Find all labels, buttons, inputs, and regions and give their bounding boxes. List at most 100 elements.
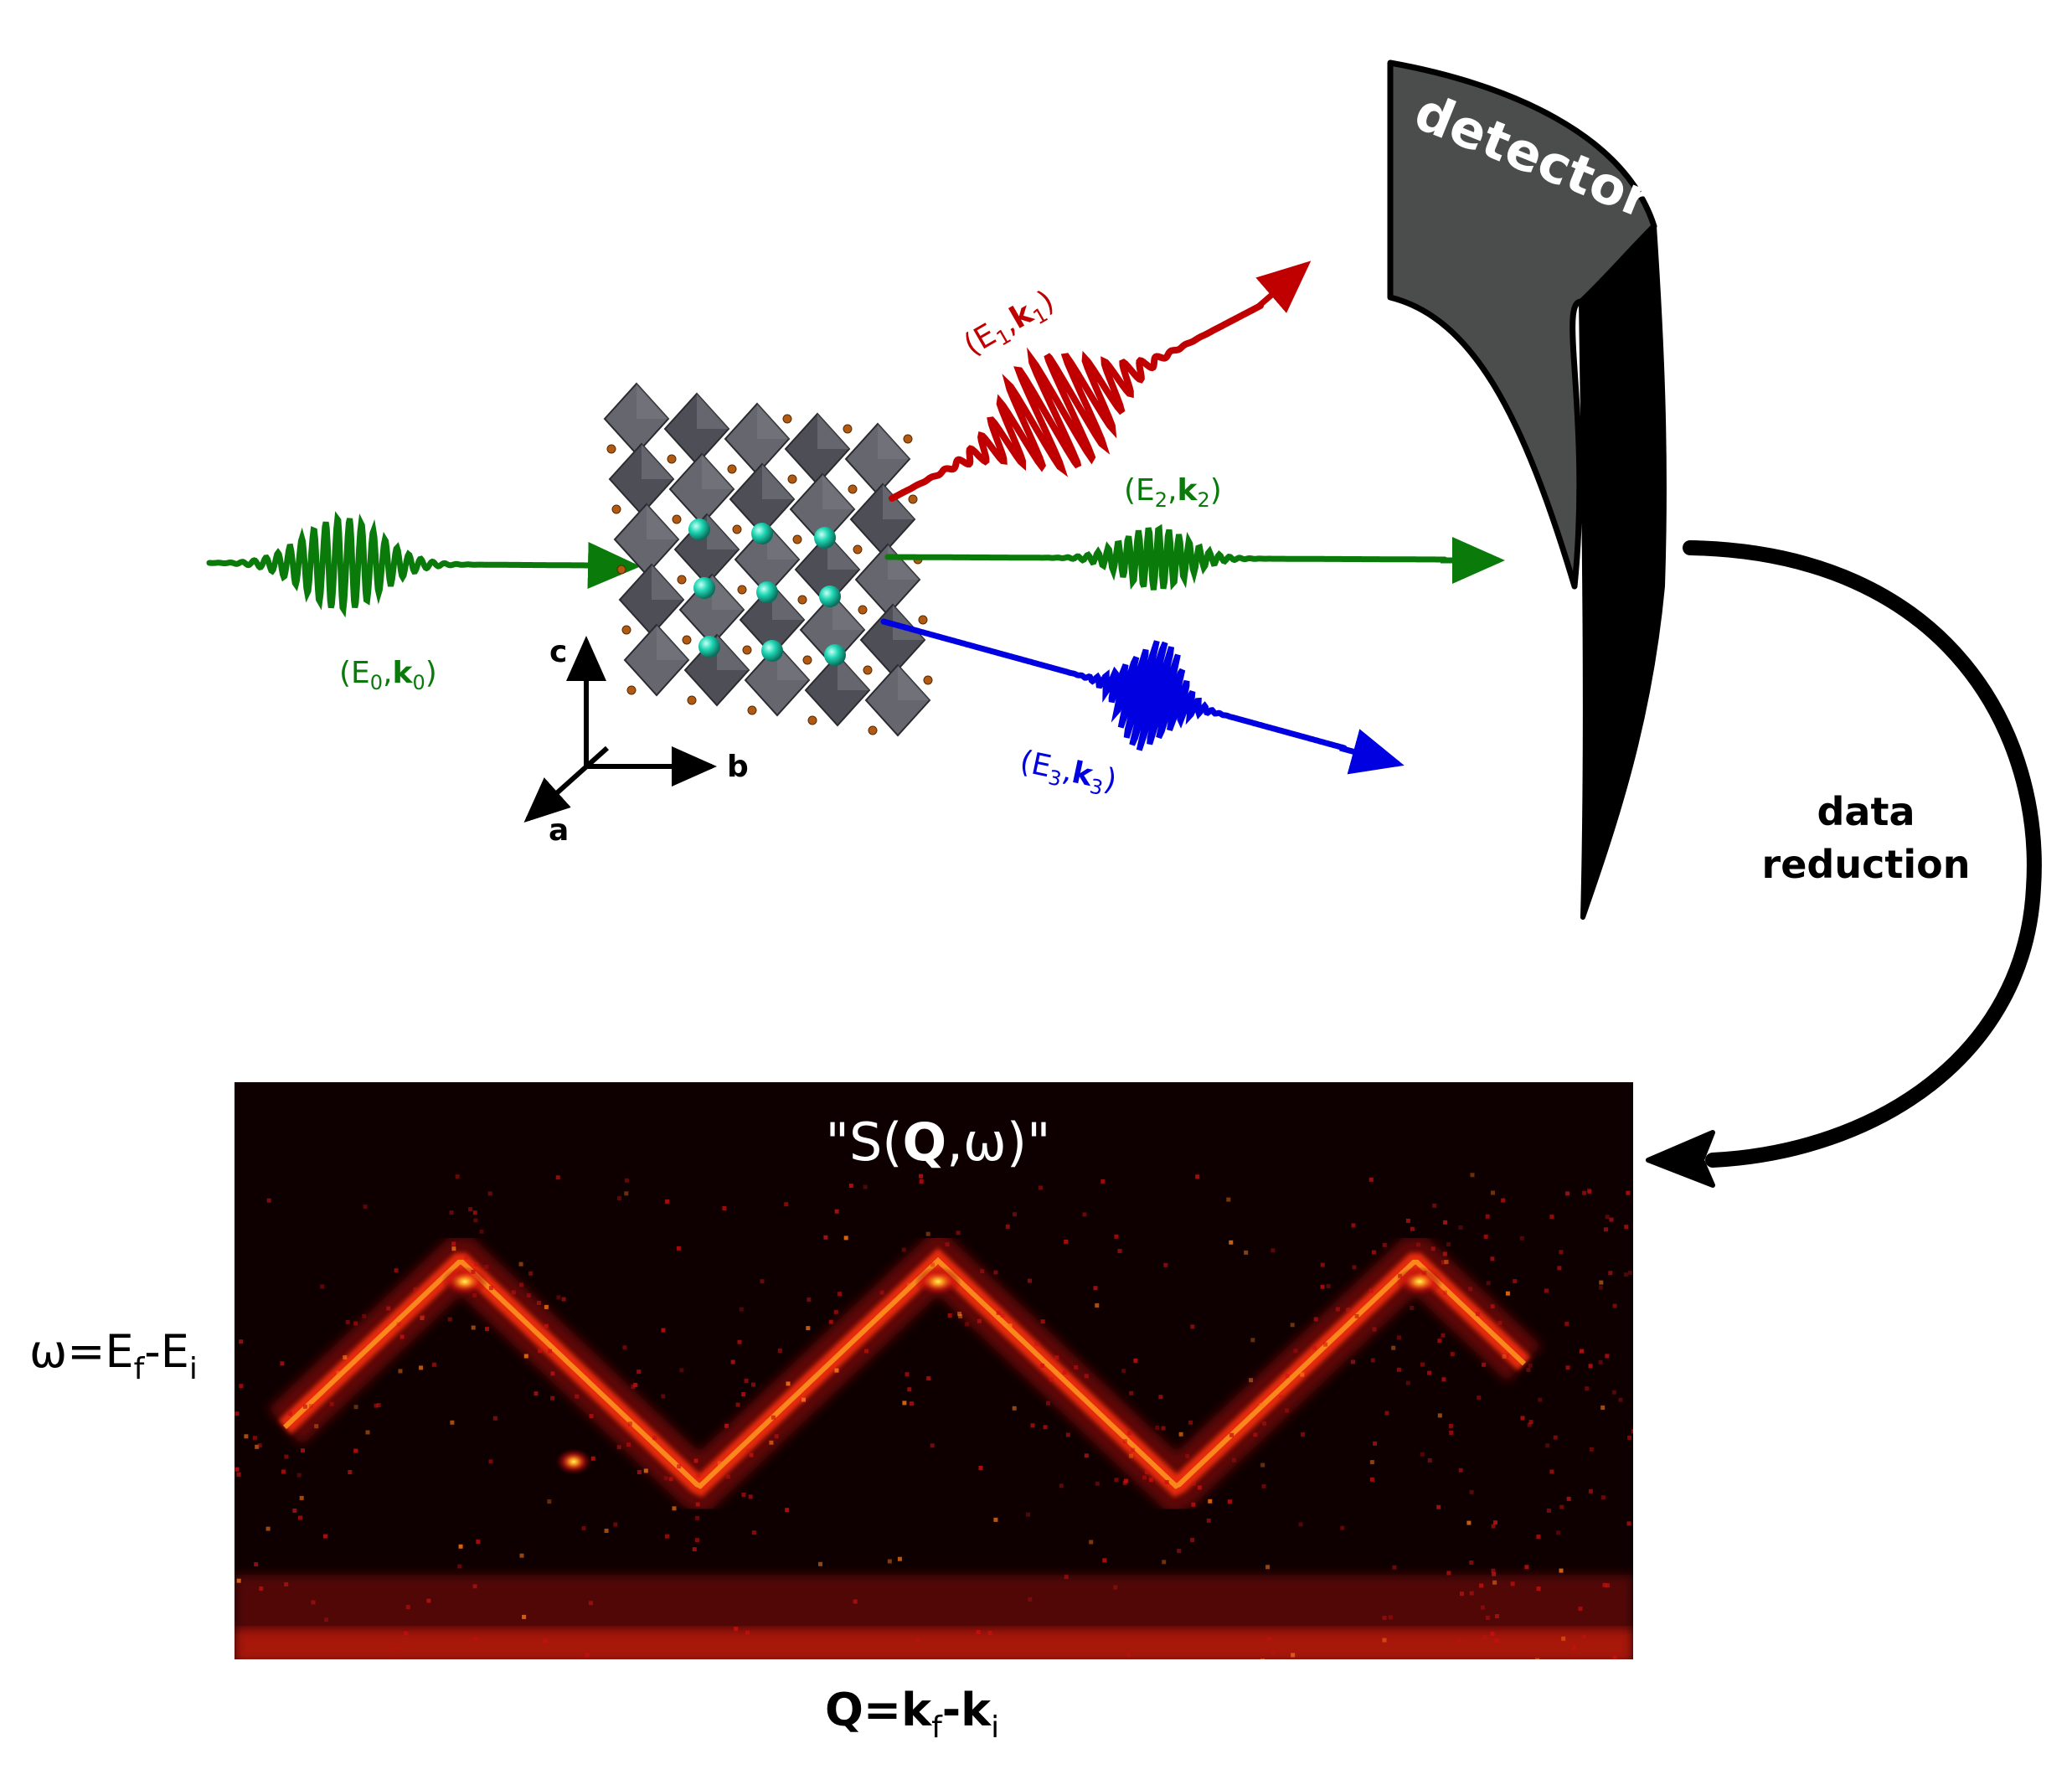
noise-pixel	[1128, 1453, 1133, 1458]
oxygen-atom	[918, 615, 928, 625]
noise-pixel	[376, 1403, 381, 1407]
noise-pixel	[695, 1515, 700, 1520]
noise-pixel	[834, 1368, 839, 1373]
noise-pixel	[1382, 1616, 1387, 1620]
noise-pixel	[1578, 1607, 1583, 1611]
noise-pixel	[1599, 1280, 1604, 1285]
noise-pixel	[1446, 1242, 1451, 1247]
noise-pixel	[1195, 1174, 1200, 1179]
noise-pixel	[1030, 1423, 1035, 1428]
noise-pixel	[1046, 1401, 1050, 1406]
noise-pixel	[484, 1265, 489, 1269]
oxygen-atom	[742, 645, 752, 655]
noise-pixel	[1624, 1225, 1629, 1230]
elastic-line	[235, 1629, 1633, 1659]
noise-pixel	[996, 1310, 1001, 1315]
noise-pixel	[1504, 1353, 1509, 1358]
noise-pixel	[449, 1210, 454, 1215]
spectrum-panel: "S(Q,ω)"	[235, 1082, 1633, 1659]
noise-pixel	[668, 1477, 673, 1482]
noise-pixel	[1612, 1303, 1617, 1308]
noise-pixel	[1298, 1522, 1303, 1527]
noise-pixel	[1262, 1421, 1266, 1426]
noise-pixel	[1127, 1431, 1132, 1436]
noise-pixel	[1095, 1481, 1100, 1486]
noise-pixel	[1545, 1443, 1550, 1448]
noise-pixel	[1482, 1362, 1487, 1367]
noise-pixel	[528, 1271, 533, 1276]
noise-pixel	[735, 1402, 740, 1407]
noise-pixel	[1609, 1217, 1614, 1222]
noise-pixel	[1142, 1475, 1147, 1480]
spectrum-title: "S(Q,ω)"	[825, 1112, 1050, 1173]
oxygen-atom	[853, 544, 863, 555]
octahedron-facet	[762, 464, 794, 499]
noise-pixel	[1320, 1262, 1325, 1267]
noise-pixel	[1059, 1483, 1064, 1488]
noise-pixel	[1351, 1359, 1355, 1364]
noise-pixel	[807, 1297, 812, 1303]
noise-pixel	[476, 1540, 481, 1545]
noise-pixel	[1095, 1303, 1100, 1308]
noise-pixel	[431, 1362, 436, 1367]
noise-pixel	[1093, 1286, 1098, 1291]
noise-pixel	[1442, 1290, 1447, 1295]
noise-pixel	[395, 1646, 400, 1651]
noise-pixel	[1121, 1369, 1126, 1374]
noise-pixel	[1133, 1358, 1138, 1363]
noise-pixel	[1585, 1386, 1590, 1391]
oxygen-atom	[908, 494, 918, 504]
oxygen-atom	[747, 705, 757, 715]
noise-pixel	[1561, 1636, 1566, 1641]
noise-pixel	[1491, 1190, 1495, 1195]
noise-pixel	[1074, 1364, 1079, 1370]
noise-pixel	[464, 1255, 469, 1260]
noise-pixel	[993, 1270, 998, 1275]
noise-pixel	[299, 1495, 304, 1500]
noise-pixel	[730, 1359, 735, 1364]
spectrum-intensity-map	[235, 1173, 1633, 1659]
noise-pixel	[1485, 1615, 1490, 1620]
noise-pixel	[538, 1349, 543, 1354]
noise-pixel	[1410, 1226, 1415, 1231]
noise-pixel	[1351, 1223, 1356, 1228]
noise-pixel	[1373, 1441, 1378, 1446]
octahedron-facet	[637, 384, 668, 419]
oxygen-atom	[732, 524, 742, 534]
noise-pixel	[1391, 1345, 1396, 1350]
noise-pixel	[663, 1476, 668, 1481]
noise-pixel	[1441, 1377, 1446, 1382]
noise-pixel	[834, 1209, 839, 1214]
scattered-beam-3-arrow	[1339, 729, 1405, 775]
noise-pixel	[879, 1290, 884, 1295]
noise-pixel	[1565, 1191, 1570, 1196]
noise-pixel	[1528, 1420, 1533, 1425]
noise-pixel	[1432, 1203, 1437, 1208]
noise-pixel	[665, 1199, 670, 1204]
noise-pixel	[1249, 1378, 1254, 1383]
noise-pixel	[311, 1600, 316, 1605]
noise-pixel	[324, 1617, 329, 1622]
noise-pixel	[1600, 1406, 1606, 1410]
noise-pixel	[365, 1430, 370, 1435]
noise-pixel	[420, 1314, 425, 1319]
noise-pixel	[828, 1319, 833, 1324]
noise-pixel	[244, 1434, 249, 1439]
noise-pixel	[741, 1392, 746, 1396]
noise-pixel	[1250, 1338, 1255, 1343]
noise-pixel	[1265, 1565, 1271, 1570]
noise-pixel	[1177, 1549, 1182, 1554]
noise-pixel	[1588, 1488, 1593, 1493]
noise-pixel	[1190, 1538, 1195, 1542]
data-reduction-arrow: data reduction	[1646, 540, 2042, 1188]
noise-pixel	[1293, 1349, 1298, 1354]
noise-pixel	[259, 1586, 264, 1591]
noise-pixel	[265, 1526, 271, 1531]
noise-pixel	[613, 1522, 618, 1527]
noise-pixel	[1456, 1639, 1461, 1644]
noise-pixel	[374, 1403, 379, 1408]
noise-pixel	[589, 1601, 593, 1606]
noise-pixel	[717, 1461, 722, 1466]
noise-pixel	[637, 1370, 642, 1375]
